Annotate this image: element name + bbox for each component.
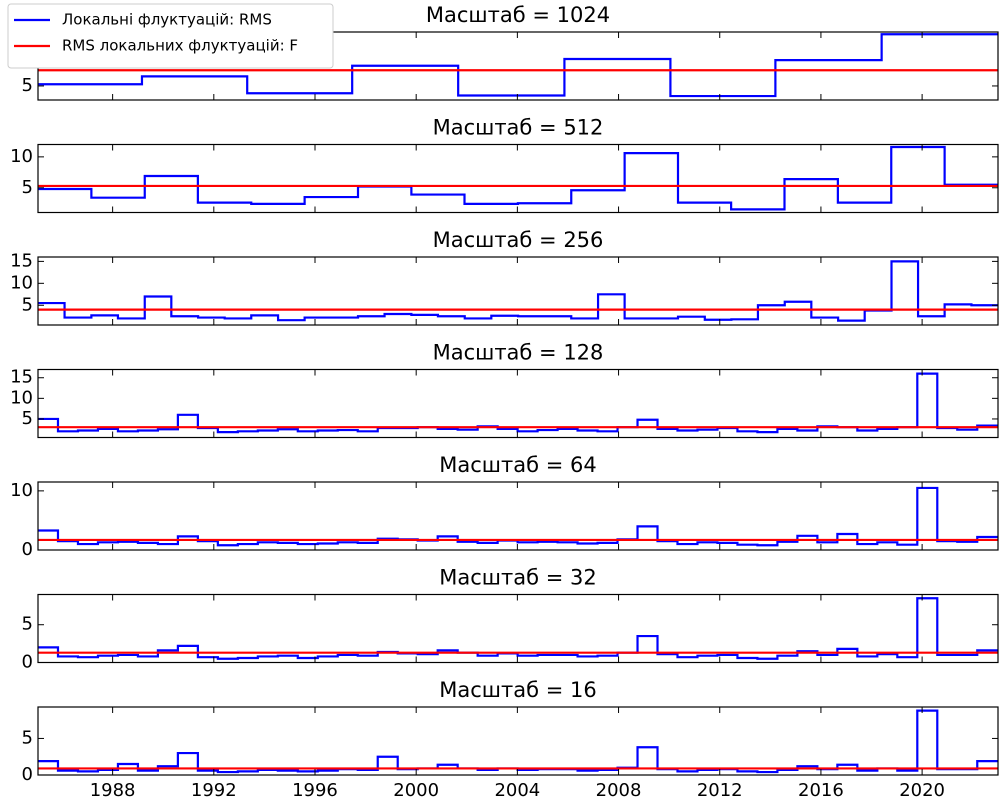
- plot-area: [38, 372, 998, 434]
- rms-step-line: [38, 597, 998, 660]
- y-tick-label: 5: [22, 75, 33, 96]
- x-tick-label: 2020: [899, 780, 945, 801]
- subplot: Масштаб = 32 0 5: [22, 566, 999, 673]
- axes-frame: [37, 143, 999, 214]
- y-tick-label: 10: [10, 387, 33, 408]
- y-tick-label: 5: [22, 294, 33, 315]
- rms-step-line: [38, 486, 998, 547]
- x-tick-label: 2012: [697, 780, 743, 801]
- y-tick-label: 0: [22, 652, 33, 673]
- plot-area: [38, 486, 998, 547]
- y-tick-label: 10: [10, 146, 33, 167]
- rms-step-line: [38, 145, 998, 211]
- rms-step-line: [38, 33, 998, 98]
- y-tick-label: 0: [22, 764, 33, 785]
- axes-frame: [37, 368, 999, 439]
- rms-step-line: [38, 709, 998, 774]
- plot-area: [38, 33, 998, 98]
- y-tick-label: 10: [10, 480, 33, 501]
- plot-area: [38, 597, 998, 660]
- y-tick-label: 5: [22, 614, 33, 635]
- y-tick-label: 5: [22, 408, 33, 429]
- axes-frame: [37, 593, 999, 664]
- axes-frame: [37, 706, 999, 776]
- axes-frame: [37, 256, 999, 326]
- subplot: Масштаб = 16 1988 1992 1996 2000 2004 2008 2012…: [22, 678, 999, 801]
- subplot-title: Масштаб = 32: [439, 566, 596, 590]
- y-tick-label: 5: [22, 727, 33, 748]
- x-tick-label: 1992: [191, 780, 237, 801]
- subplot: Масштаб = 1024 5 Локальні флуктуацій: RMS R…: [7, 3, 999, 101]
- x-tick-label: 1996: [292, 780, 338, 801]
- subplot-title: Масштаб = 16: [439, 678, 596, 702]
- subplot: Масштаб = 512 5 10: [10, 116, 999, 214]
- plot-area: [38, 145, 998, 211]
- subplot-title: Масштаб = 1024: [426, 3, 610, 27]
- subplot-title: Масштаб = 128: [433, 341, 604, 365]
- y-tick-label: 15: [10, 367, 33, 388]
- x-tick-label: 2004: [494, 780, 540, 801]
- y-tick-label: 10: [10, 272, 33, 293]
- plot-area: [38, 260, 998, 322]
- subplot-title: Масштаб = 256: [433, 228, 604, 252]
- rms-step-line: [38, 260, 998, 322]
- subplot: Масштаб = 64 0 10: [10, 453, 999, 560]
- plot-area: [38, 709, 998, 774]
- rms-step-line: [38, 372, 998, 434]
- legend-label: Локальні флуктуацій: RMS: [62, 11, 272, 29]
- y-tick-label: 5: [22, 177, 33, 198]
- y-tick-label: 15: [10, 250, 33, 271]
- subplot-title: Масштаб = 64: [439, 453, 596, 477]
- subplot-title: Масштаб = 512: [433, 116, 604, 140]
- x-tick-label: 2000: [393, 780, 439, 801]
- y-tick-label: 0: [22, 539, 33, 560]
- legend-box: [7, 3, 334, 69]
- legend: Локальні флуктуацій: RMS RMS локальних фл…: [7, 3, 334, 69]
- axes-frame: [37, 481, 999, 551]
- x-tick-label: 1988: [90, 780, 136, 801]
- legend-label: RMS локальних флуктуацій: F: [62, 37, 298, 55]
- x-tick-label: 2016: [798, 780, 844, 801]
- x-tick-label: 2008: [596, 780, 642, 801]
